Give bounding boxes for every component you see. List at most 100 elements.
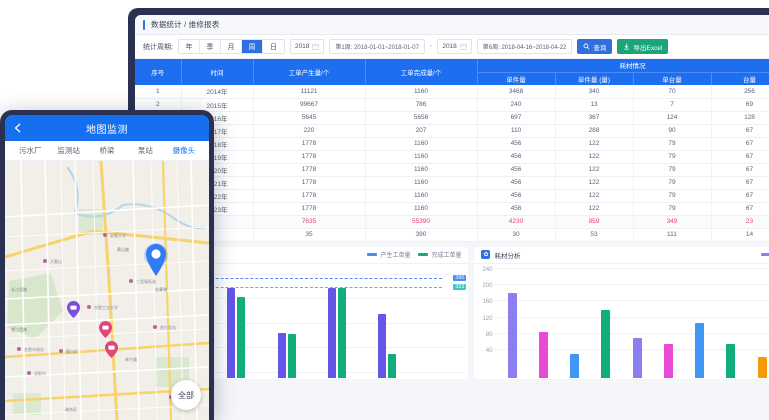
year-start-value: 2018 <box>294 43 310 50</box>
back-arrow-icon[interactable] <box>13 123 23 133</box>
camera-marker-2[interactable] <box>99 321 112 338</box>
query-button-label: 查询 <box>593 44 607 52</box>
bar[interactable] <box>663 343 673 378</box>
segment-day[interactable]: 日 <box>262 40 284 53</box>
table-row[interactable]: 42017年2202071102889067 <box>135 124 769 138</box>
th-time[interactable]: 时间 <box>181 59 254 85</box>
th-consumable-3[interactable]: 单台量 <box>633 72 712 85</box>
year-end-picker[interactable]: 2018 <box>437 39 472 54</box>
bar[interactable] <box>726 344 736 378</box>
bar[interactable] <box>601 309 611 378</box>
table-row[interactable]: 102023年177811604561227967 <box>135 202 769 216</box>
cell-time: 2015年 <box>181 98 254 112</box>
bar-产生工单量[interactable] <box>277 332 286 378</box>
bar-group[interactable] <box>327 268 346 378</box>
bar-group[interactable] <box>227 268 246 378</box>
th-consumable-4[interactable]: 台量 <box>711 72 769 85</box>
bar-完成工单量[interactable] <box>388 353 397 378</box>
reference-line-label: 360 <box>453 274 467 281</box>
desktop-window: 数据统计 / 维修报表 统计周期: 年 季 月 周 日 2018 <box>128 8 769 420</box>
query-button[interactable]: 查询 <box>577 39 613 54</box>
cell-generated: 1778 <box>253 202 366 216</box>
cell-c4: 67 <box>711 163 769 177</box>
table-row[interactable]: 92022年177811604561227967 <box>135 189 769 203</box>
cell-generated: 1778 <box>253 176 366 190</box>
desktop-app-content: 数据统计 / 维修报表 统计周期: 年 季 月 周 日 2018 <box>135 15 769 420</box>
camera-marker-1[interactable] <box>67 301 80 318</box>
svg-text:合肥工业大学: 合肥工业大学 <box>94 304 118 310</box>
th-index[interactable]: 序号 <box>135 59 182 85</box>
th-consumable-1[interactable]: 单件量 <box>477 72 556 85</box>
cell-c1: 456 <box>477 176 556 190</box>
bar[interactable] <box>507 292 517 378</box>
legend-item-completed[interactable]: 完成工单量 <box>418 250 461 259</box>
bar[interactable] <box>570 354 580 378</box>
mobile-header: 地图监测 <box>5 115 209 141</box>
y-axis-tick: 160 <box>482 299 493 306</box>
table-row[interactable]: 82021年177811604561227967 <box>135 176 769 190</box>
average-c4: 14 <box>711 228 769 242</box>
tab-camera[interactable]: 摄像头 <box>172 146 196 155</box>
year-start-picker[interactable]: 2018 <box>289 39 325 54</box>
segment-quarter[interactable]: 季 <box>199 40 221 53</box>
bar-产生工单量[interactable] <box>227 287 236 378</box>
week-range-start[interactable]: 第1周: 2018-01-01~2018-01-07 <box>329 39 425 54</box>
table-row[interactable]: 32016年56455656697367124128 <box>135 111 769 125</box>
tab-pump-station[interactable]: 泵站 <box>137 146 153 155</box>
download-icon <box>624 43 630 50</box>
gridline <box>159 347 465 348</box>
map-canvas[interactable]: 合肥市政务 蜀山区 合肥市 安徽大学 三里庵街道 南七里站 大蜀山 合肥工业大学… <box>5 161 209 420</box>
segment-month[interactable]: 月 <box>220 40 242 53</box>
table-row[interactable]: 1 2014年 11121 1160 3468 340 70 256 <box>135 85 769 99</box>
bar-产生工单量[interactable] <box>378 313 387 378</box>
cell-generated: 11121 <box>253 85 366 99</box>
bar-完成工单量[interactable] <box>237 296 246 378</box>
y-axis-tick: 80 <box>485 331 493 338</box>
cell-c4: 67 <box>711 202 769 216</box>
cell-c3: 79 <box>633 176 712 190</box>
gridline <box>494 332 769 334</box>
legend-item-generated[interactable]: 产生工单量 <box>367 250 410 259</box>
week-range-end[interactable]: 第6周: 2018-04-16~2018-04-22 <box>476 39 573 54</box>
bar-group[interactable] <box>277 268 296 378</box>
bar-产生工单量[interactable] <box>327 287 336 378</box>
cell-generated: 99667 <box>253 98 366 112</box>
legend-label-completed: 完成工单量 <box>431 253 462 259</box>
bar[interactable] <box>695 322 705 378</box>
table-row[interactable]: 62019年177811604561227967 <box>135 150 769 164</box>
th-consumable-2[interactable]: 单件量 (量) <box>555 72 634 85</box>
selected-location-marker[interactable] <box>143 243 169 277</box>
bar-group[interactable] <box>428 268 446 378</box>
cell-c4: 67 <box>711 176 769 190</box>
tab-monitoring-station[interactable]: 监测站 <box>57 146 80 155</box>
segment-week[interactable]: 周 <box>241 40 263 53</box>
table-row[interactable]: 52018年177811604561227967 <box>135 137 769 151</box>
period-segmented-control[interactable]: 年 季 月 周 日 <box>177 39 285 54</box>
tab-sewage-plant[interactable]: 污水厂 <box>18 146 42 155</box>
cell-completed: 1160 <box>365 163 478 177</box>
bar[interactable] <box>538 332 548 378</box>
bar-完成工单量[interactable] <box>287 333 296 378</box>
workorder-chart-legend: 产生工单量 完成工单量 <box>367 250 461 259</box>
mobile-page-title: 地图监测 <box>86 124 128 136</box>
filter-toolbar: 统计周期: 年 季 月 周 日 2018 第1周: 2018-01-01~201… <box>135 35 769 59</box>
all-filter-button[interactable]: 全部 <box>171 380 201 410</box>
tab-bridge[interactable]: 桥梁 <box>99 146 115 155</box>
camera-marker-3[interactable] <box>105 341 118 358</box>
cell-c1: 456 <box>477 202 556 216</box>
export-excel-button[interactable]: 导出Excel <box>617 39 669 54</box>
bar-完成工单量[interactable] <box>337 288 346 378</box>
bar[interactable] <box>757 356 767 378</box>
cell-c3: 7 <box>633 98 712 112</box>
th-completed[interactable]: 工单完成量/个 <box>365 59 478 85</box>
gridline <box>159 273 465 275</box>
th-generated[interactable]: 工单产生量/个 <box>253 59 366 85</box>
table-row[interactable]: 2 2015年 99667 786 240 13 7 69 <box>135 98 769 112</box>
bar[interactable] <box>632 337 642 378</box>
average-c2: 53 <box>555 228 634 242</box>
bar-group[interactable] <box>378 268 397 378</box>
svg-text:南七里站: 南七里站 <box>160 324 176 330</box>
table-header-sub-row: 单件量 单件量 (量) 单台量 台量 <box>135 72 769 85</box>
segment-year[interactable]: 年 <box>178 40 200 53</box>
